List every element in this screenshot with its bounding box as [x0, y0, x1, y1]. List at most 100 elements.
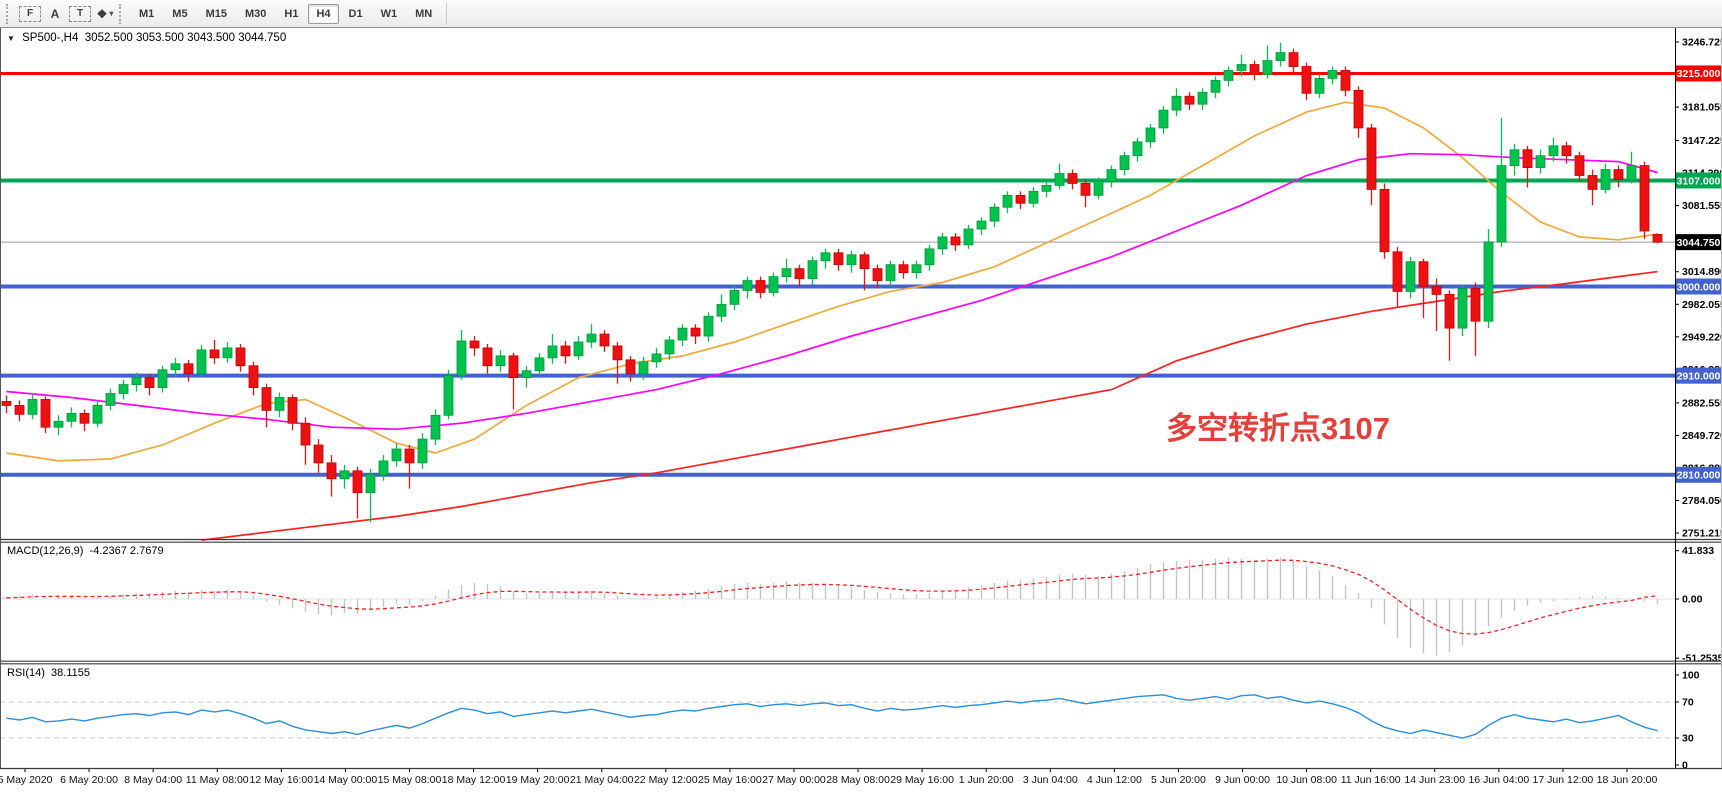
- toolbar-separator: [446, 2, 448, 25]
- tf-button-h4[interactable]: H4: [308, 3, 339, 24]
- candle-body: [1509, 149, 1520, 166]
- time-tick-label: 5 May 2020: [0, 774, 53, 786]
- time-tick-label: 18 Jun 20:00: [1597, 774, 1658, 786]
- price-badge-3044.750: [1676, 234, 1721, 251]
- rsi-tick-label: 30: [1682, 733, 1694, 745]
- candle-body: [378, 460, 389, 476]
- time-tick-label: 17 Jun 12:00: [1533, 774, 1594, 786]
- tf-button-m15[interactable]: M15: [205, 7, 227, 20]
- candle-body: [612, 345, 623, 361]
- candle-body: [703, 315, 714, 337]
- candle-body: [1236, 64, 1247, 71]
- candle-body: [170, 363, 181, 371]
- candle-body: [1301, 66, 1312, 94]
- candle-body: [911, 264, 922, 274]
- draw-tools-icon[interactable]: ❖ ▾: [95, 4, 115, 24]
- time-axis[interactable]: [0, 769, 1722, 793]
- candle-body: [1184, 95, 1195, 105]
- tf-button-m5[interactable]: M5: [172, 7, 188, 20]
- toolbar-grip[interactable]: [6, 3, 12, 24]
- tf-button-mn[interactable]: MN: [415, 7, 433, 20]
- chart-background: [0, 28, 1722, 793]
- time-tick-label: 25 May 16:00: [698, 774, 762, 786]
- candle-body: [651, 353, 662, 363]
- time-tick-label: 16 Jun 04:00: [1468, 774, 1529, 786]
- candle-body: [1652, 234, 1663, 243]
- candle-body: [1574, 155, 1585, 176]
- price-badge-label: 3000.000: [1677, 281, 1721, 293]
- candle-body: [508, 355, 519, 379]
- price-badge-2810.000: [1676, 466, 1721, 483]
- tf-button-m1[interactable]: M1: [139, 7, 155, 20]
- candle-body: [950, 236, 961, 246]
- time-tick-label: 5 Jun 20:00: [1151, 774, 1206, 786]
- time-tick-label: 3 Jun 04:00: [1023, 774, 1078, 786]
- candle-body: [1353, 89, 1364, 129]
- tf-button-w1[interactable]: W1: [380, 7, 398, 20]
- candle-body: [1600, 169, 1611, 190]
- macd-pane: [0, 557, 1675, 656]
- candle-body: [1249, 64, 1260, 75]
- tf-button-m30[interactable]: M30: [244, 7, 267, 20]
- candle-body: [248, 365, 259, 388]
- candle-body: [1444, 294, 1455, 329]
- tf-button-h1[interactable]: H1: [284, 7, 299, 20]
- macd-signal-line: [6, 559, 1658, 635]
- candle-body: [1340, 70, 1351, 91]
- time-tick-label: 28 May 08:00: [826, 774, 890, 786]
- chart-text-annotation[interactable]: 多空转折点3107: [1166, 411, 1390, 446]
- time-tick-label: 18 May 12:00: [442, 774, 506, 786]
- price-badge-label: 3215.000: [1677, 68, 1721, 80]
- candle-body: [1314, 77, 1325, 94]
- candle-body: [1522, 149, 1533, 168]
- candle-body: [79, 412, 90, 424]
- candle-body: [1535, 155, 1546, 168]
- rsi-name: RSI(14): [7, 667, 45, 679]
- font-icon[interactable]: A: [50, 6, 60, 21]
- candle-body: [560, 345, 571, 357]
- candle-body: [963, 228, 974, 246]
- time-tick-label: 21 May 04:00: [570, 774, 634, 786]
- macd-tick-label: 0.00: [1682, 594, 1703, 606]
- candle-body: [365, 474, 376, 494]
- chart-shift-icon[interactable]: F: [19, 5, 41, 22]
- candle-body: [1639, 165, 1650, 232]
- candle-body: [1080, 183, 1091, 196]
- candle-body: [417, 438, 428, 464]
- candle-body: [599, 333, 610, 347]
- candle-body: [27, 399, 38, 415]
- price-badge-3107.000: [1676, 172, 1721, 189]
- toolbar-grip-2[interactable]: [119, 3, 125, 24]
- tf-button-d1[interactable]: D1: [348, 7, 363, 20]
- price-badge-label: 3044.750: [1677, 237, 1721, 249]
- candle-body: [1548, 145, 1559, 157]
- candle-body: [1223, 70, 1234, 81]
- price-axis[interactable]: [1676, 28, 1722, 768]
- candle-body: [443, 375, 454, 416]
- candle-body: [807, 260, 818, 279]
- candle-body: [1366, 127, 1377, 190]
- candle-body: [664, 339, 675, 355]
- chevron-down-icon[interactable]: ▼: [7, 34, 15, 43]
- price-tick-label: 2784.050: [1682, 495, 1722, 507]
- candle-body: [1483, 241, 1494, 322]
- time-tick-label: 4 Jun 12:00: [1087, 774, 1142, 786]
- candle-body: [1561, 145, 1572, 157]
- candle-body: [1288, 52, 1299, 67]
- text-label-icon[interactable]: T: [69, 5, 91, 22]
- candle-body: [755, 280, 766, 293]
- candle-body: [1106, 169, 1117, 182]
- price-tick-label: 3147.225: [1682, 135, 1722, 147]
- candle-body: [716, 303, 727, 317]
- rsi-tick-label: 70: [1682, 697, 1694, 709]
- candle-body: [1158, 109, 1169, 129]
- ma-mid-magenta: [6, 152, 1658, 431]
- candle-body: [92, 405, 103, 424]
- candle-body: [1431, 286, 1442, 295]
- candle-body: [495, 355, 506, 367]
- candle-body: [183, 363, 194, 375]
- candle-body: [300, 422, 311, 446]
- candle-body: [1392, 251, 1403, 292]
- macd-indicator-label: MACD(12,26,9) -4.2367 2.7679: [7, 545, 164, 557]
